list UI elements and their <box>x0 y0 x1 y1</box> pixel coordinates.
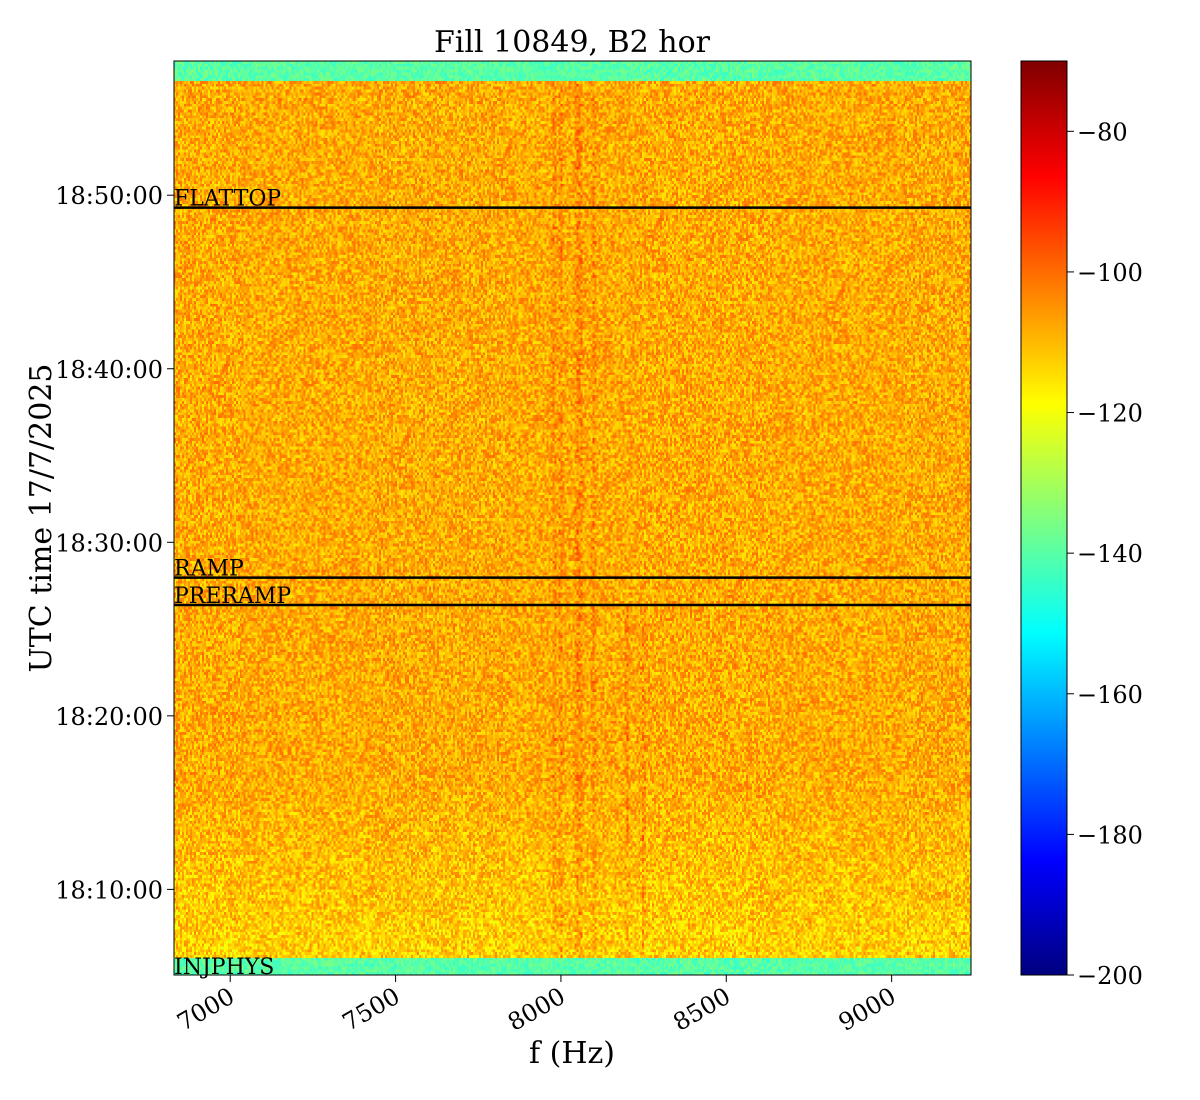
y-tick-label: 18:50:00 <box>55 182 163 210</box>
x-tick-label: 7000 <box>172 982 239 1037</box>
beam-mode-label: FLATTOP <box>174 187 281 212</box>
colorbar-axis: −200 −180 −160 −140 −120 −100 −80 <box>1067 118 1143 990</box>
colorbar-frame <box>1020 60 1068 976</box>
x-tick-label: 8500 <box>668 982 735 1037</box>
colorbar-tick-label: −140 <box>1077 540 1143 568</box>
y-tick-label: 18:10:00 <box>55 876 163 904</box>
x-tick-label: 7500 <box>338 982 405 1037</box>
x-axis: 7000 7500 8000 8500 9000 <box>172 975 901 1037</box>
colorbar-tick-label: −200 <box>1077 962 1143 990</box>
x-tick-label: 9000 <box>834 982 901 1037</box>
x-axis-label: f (Hz) <box>529 1036 615 1071</box>
beam-mode-label: PRERAMP <box>174 584 291 609</box>
y-axis-label: UTC time 17/7/2025 <box>24 364 59 673</box>
chart-title: Fill 10849, B2 hor <box>434 25 711 60</box>
spectrogram-heatmap <box>174 61 971 975</box>
colorbar-tick-label: −80 <box>1077 118 1128 146</box>
x-tick-label: 8000 <box>503 982 570 1037</box>
colorbar-tick-label: −120 <box>1077 400 1143 428</box>
y-tick-label: 18:40:00 <box>55 356 163 384</box>
y-tick-label: 18:20:00 <box>55 703 163 731</box>
colorbar-tick-label: −180 <box>1077 821 1143 849</box>
colorbar-tick-label: −160 <box>1077 681 1143 709</box>
plot-frame <box>173 60 972 976</box>
colorbar-gradient <box>1021 61 1067 975</box>
beam-mode-label: RAMP <box>174 557 244 582</box>
colorbar-tick-label: −100 <box>1077 259 1143 287</box>
beam-mode-markers: INJPHYSPRERAMPRAMPFLATTOPADJUST <box>174 187 971 980</box>
y-axis: 18:10:00 18:20:00 18:30:00 18:40:00 18:50:00 <box>55 182 174 904</box>
beam-mode-label: INJPHYS <box>174 955 274 980</box>
y-tick-label: 18:30:00 <box>55 529 163 557</box>
